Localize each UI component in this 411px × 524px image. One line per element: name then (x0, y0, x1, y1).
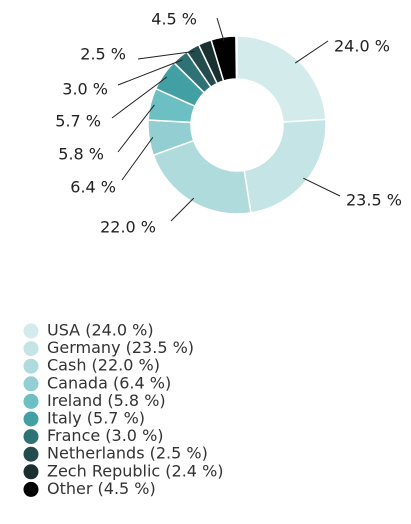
legend-swatch (23, 341, 39, 357)
leader-line (294, 40, 329, 64)
leader-line (303, 177, 341, 197)
legend-swatch (23, 464, 39, 480)
legend-swatch (23, 376, 39, 392)
legend-label: Italy (5.7 %) (47, 409, 145, 428)
legend-label: Other (4.5 %) (47, 479, 156, 498)
slice (236, 35, 327, 123)
legend-label: Ireland (5.8 %) (47, 391, 166, 410)
legend-swatch (23, 411, 39, 427)
legend-swatch (23, 393, 39, 409)
value-label: 4.5 % (151, 10, 197, 29)
value-label: 6.4 % (70, 178, 116, 197)
value-label: 3.0 % (62, 80, 108, 99)
legend-swatch (23, 429, 39, 445)
leader-line (117, 59, 183, 86)
legend-swatch (23, 358, 39, 374)
legend-label: Germany (23.5 %) (47, 338, 194, 357)
value-label: 5.7 % (55, 112, 101, 131)
value-label: 23.5 % (346, 191, 402, 210)
leader-line (170, 197, 195, 222)
legend-swatch (23, 323, 39, 339)
value-label: 5.8 % (58, 145, 104, 164)
value-label: 24.0 % (334, 37, 390, 56)
legend-swatch (23, 446, 39, 462)
slice (210, 35, 238, 82)
legend-label: USA (24.0 %) (47, 321, 154, 340)
value-label: 2.5 % (80, 45, 126, 64)
legend-label: France (3.0 %) (47, 426, 164, 445)
leader-line (137, 50, 195, 60)
leader-line (121, 136, 154, 181)
leader-line (216, 17, 225, 42)
value-label: 22.0 % (100, 218, 156, 237)
slice (243, 118, 327, 214)
legend-label: Canada (6.4 %) (47, 373, 171, 392)
leader-line (111, 76, 168, 119)
legend-label: Zech Republic (2.4 %) (47, 461, 224, 480)
slice (152, 139, 252, 215)
leader-line (117, 104, 155, 153)
legend-label: Netherlands (2.5 %) (47, 444, 208, 463)
legend-label: Cash (22.0 %) (47, 356, 160, 375)
legend-swatch (23, 481, 39, 497)
